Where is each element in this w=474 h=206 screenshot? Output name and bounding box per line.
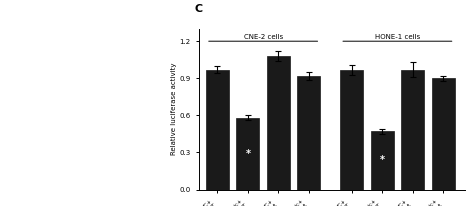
Bar <box>267 56 290 190</box>
Text: *: * <box>380 156 384 165</box>
Y-axis label: Relative luciferase activity: Relative luciferase activity <box>171 63 177 156</box>
Text: CNE-2 cells: CNE-2 cells <box>244 34 283 40</box>
Bar <box>237 118 259 190</box>
Bar <box>206 70 229 190</box>
Bar <box>298 76 320 190</box>
Text: *: * <box>246 149 250 159</box>
Bar <box>401 70 424 190</box>
Text: HONE-1 cells: HONE-1 cells <box>375 34 420 40</box>
Bar <box>371 131 393 190</box>
Bar <box>340 70 363 190</box>
Text: C: C <box>194 4 202 14</box>
Bar <box>432 78 455 190</box>
